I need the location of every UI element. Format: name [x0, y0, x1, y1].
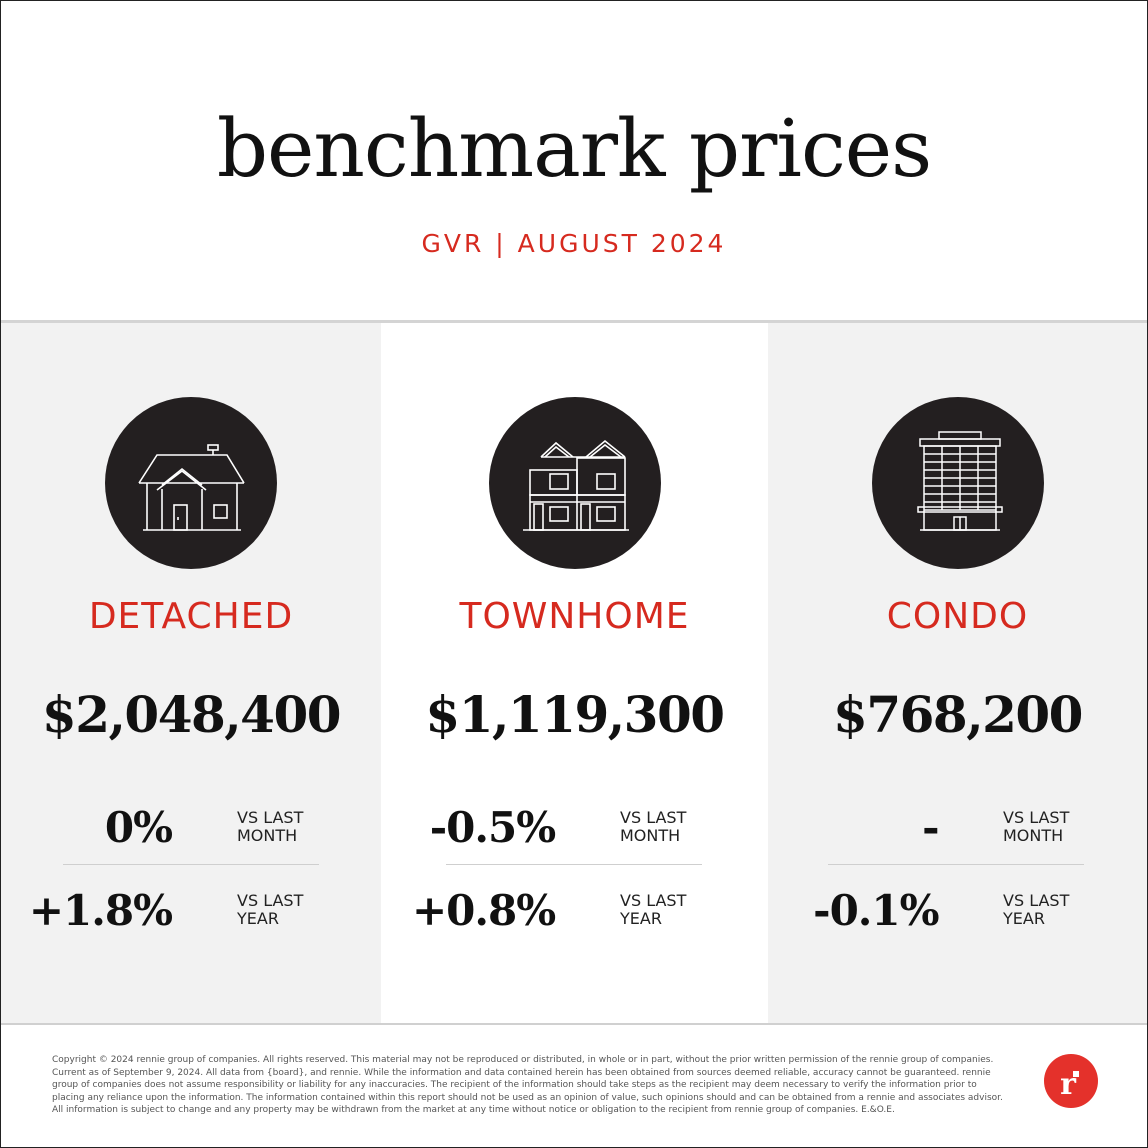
price-condo: $768,200 [833, 685, 1083, 744]
year-change-value: +1.8% [28, 886, 173, 935]
footer: Copyright © 2024 rennie group of compani… [1, 1025, 1147, 1147]
year-change-townhome: +0.8% VS LAST YEAR [381, 886, 768, 936]
month-change-townhome: -0.5% VS LAST MONTH [381, 803, 768, 853]
townhome-icon [488, 397, 661, 569]
stat-divider [63, 864, 319, 865]
month-change-label: VS LAST MONTH [237, 808, 304, 845]
category-label-detached: DETACHED [88, 596, 294, 637]
condo-building-icon [871, 397, 1044, 569]
header-divider [1, 320, 1147, 323]
logo-letter: r [1060, 1067, 1077, 1102]
stat-divider [828, 864, 1084, 865]
year-change-value: +0.8% [411, 886, 556, 935]
price-detached: $2,048,400 [41, 685, 342, 744]
townhome-panel: TOWNHOME $1,119,300 -0.5% VS LAST MONTH … [381, 323, 768, 1023]
month-change-value: - [922, 803, 939, 852]
month-change-value: 0% [104, 803, 173, 852]
price-townhome: $1,119,300 [425, 685, 725, 744]
rennie-logo-icon: r [1044, 1054, 1098, 1108]
month-change-condo: - VS LAST MONTH [768, 803, 1147, 853]
disclaimer-text: Copyright © 2024 rennie group of compani… [52, 1055, 1003, 1115]
year-change-detached: +1.8% VS LAST YEAR [1, 886, 381, 936]
month-change-label: VS LAST MONTH [1003, 808, 1070, 845]
header: benchmark prices GVR | AUGUST 2024 [1, 1, 1147, 320]
year-change-condo: -0.1% VS LAST YEAR [768, 886, 1147, 936]
detached-house-icon [105, 397, 277, 569]
category-label-condo: CONDO [886, 596, 1029, 637]
footer-divider [1, 1023, 1147, 1025]
page-subtitle: GVR | AUGUST 2024 [421, 229, 727, 258]
page-title: benchmark prices [216, 102, 932, 195]
stat-divider [446, 864, 702, 865]
year-change-label: VS LAST YEAR [620, 891, 687, 928]
year-change-value: -0.1% [813, 886, 939, 935]
detached-panel: DETACHED $2,048,400 0% VS LAST MONTH +1.… [1, 323, 381, 1023]
month-change-label: VS LAST MONTH [620, 808, 687, 845]
year-change-label: VS LAST YEAR [1003, 891, 1070, 928]
condo-panel: CONDO $768,200 - VS LAST MONTH -0.1% VS … [768, 323, 1147, 1023]
month-change-value: -0.5% [429, 803, 556, 852]
year-change-label: VS LAST YEAR [237, 891, 304, 928]
category-label-townhome: TOWNHOME [459, 596, 690, 637]
month-change-detached: 0% VS LAST MONTH [1, 803, 381, 853]
